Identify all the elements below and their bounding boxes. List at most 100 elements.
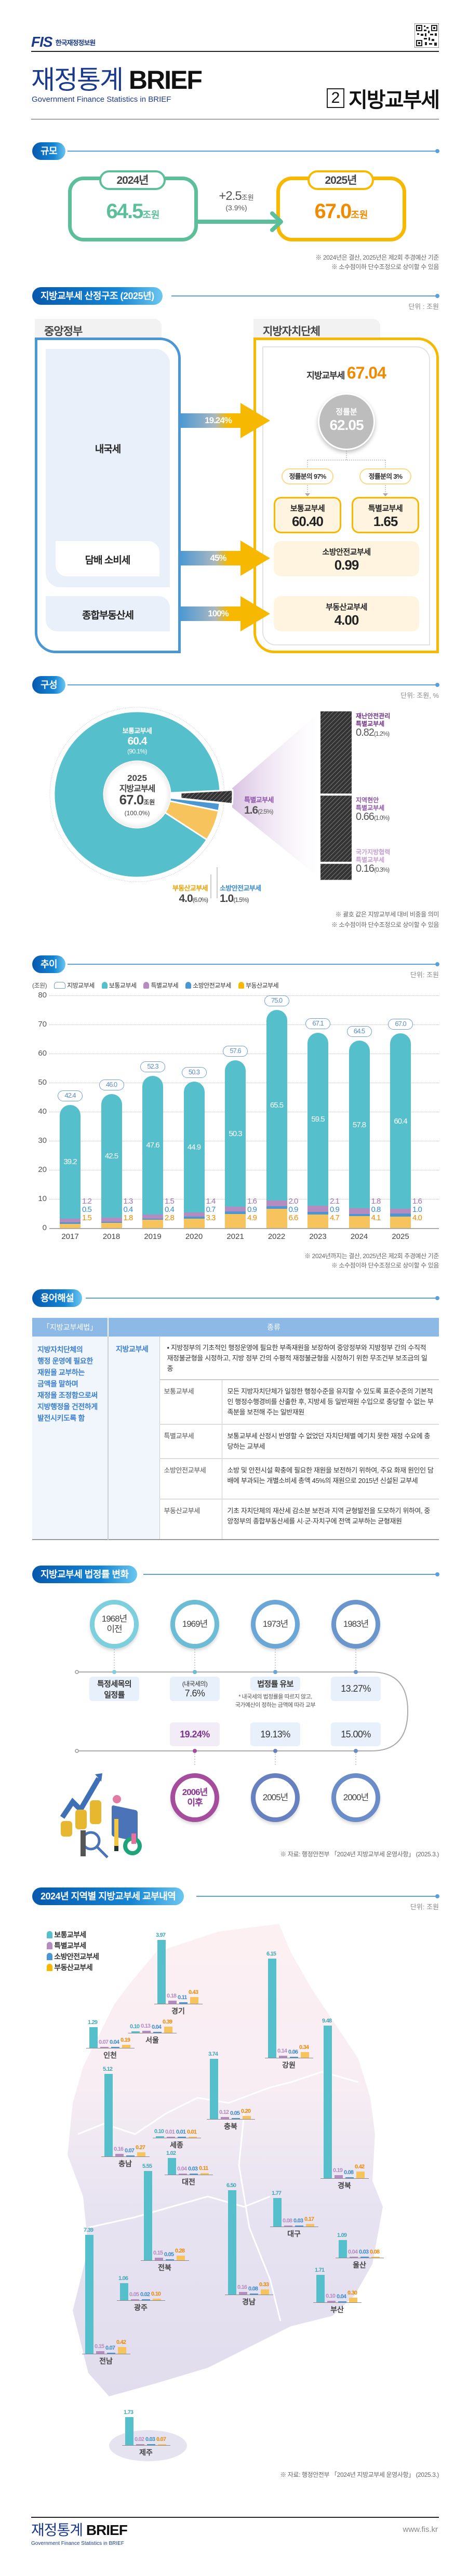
x-tick-label: 2024	[350, 1232, 368, 1241]
qr-code-icon[interactable]	[414, 23, 439, 48]
breakdown-bar	[320, 711, 352, 794]
region-bar-부동산교부세	[177, 2256, 185, 2260]
bar-segment-특별교부세	[142, 1214, 163, 1219]
y-tick-label: 0	[42, 1223, 47, 1232]
region-bar-보통교부세	[104, 2074, 113, 2156]
breakdown-label: 지역현안 특별교부세 0.66(1.0%)	[356, 797, 390, 823]
x-tick-label: 2025	[392, 1232, 409, 1241]
bar-value-label: 59.5	[311, 1115, 325, 1124]
brand-title: 재정통계 BRIEF	[31, 66, 203, 93]
finance-illustration-icon	[60, 1773, 142, 1858]
glossary-desc: 모든 지방자치단체가 일정한 행정수준을 유지할 수 있도록 표준수준의 기본적…	[227, 1387, 434, 1416]
regional-legend: 보통교부세 특별교부세 소방안전교부세 부동산교부세	[47, 1930, 99, 1973]
bar-segment-보통교부세	[266, 1010, 287, 1201]
bar-value-label: 1.6	[412, 1197, 422, 1206]
glossary-term: 특별교부세	[159, 1424, 222, 1459]
region-axis	[141, 2260, 189, 2261]
total-value-label: 67.0	[388, 1018, 413, 1030]
section-rule	[68, 962, 439, 966]
region-bar-소방안전교부세	[338, 2301, 346, 2302]
value: 4.00	[334, 612, 359, 628]
center-value: 67.0	[119, 792, 144, 807]
section-title-glossary: 용어해설	[32, 1289, 83, 1307]
y-tick-label: 50	[38, 1078, 47, 1087]
region-axis	[117, 2300, 165, 2301]
slice-label: 부동산교부세 4.0(6.0%)	[156, 883, 208, 905]
slice-label: 소방안전교부세 1.0(1.5%)	[220, 884, 261, 905]
region-bar-value: 0.34	[299, 2044, 309, 2051]
legend-swatch	[47, 1964, 52, 1971]
region-name: 전북	[158, 2263, 171, 2272]
timeline-year-2000: 2000년	[331, 1773, 380, 1822]
region-bar-value: 0.03	[293, 2218, 303, 2224]
section-title-trend: 추이	[32, 955, 66, 973]
value: 60.40	[291, 514, 324, 529]
tobacco-tax-label: 담배 소비세	[85, 555, 131, 566]
region-bar-value: 0.04	[177, 2166, 187, 2172]
region-bar-보통교부세	[168, 2158, 176, 2175]
footer-url[interactable]: www.fis.kr	[403, 2525, 438, 2534]
region-bar-보통교부세	[156, 2136, 164, 2138]
total-value: 67.04	[346, 363, 386, 382]
region-bar-value: 0.10	[154, 2128, 164, 2135]
glossary-term: 보통교부세	[159, 1380, 222, 1424]
legend-item-normal: 보통교부세	[47, 1930, 99, 1940]
trend-note-1: ※ 2024년까지는 결산, 2025년은 제2회 추경예산 기준	[304, 1252, 439, 1260]
change-unit: 조원	[241, 194, 254, 201]
section-title-timeline: 지방교부세 법정률 변화	[32, 1566, 137, 1583]
region-bar-value: 0.08	[248, 2285, 258, 2292]
bar-segment-소방안전교부세	[183, 1216, 205, 1219]
scale-arrow-icon	[194, 211, 283, 232]
tobacco-tax-box	[56, 541, 159, 576]
region-bar-value: 0.07	[105, 2344, 115, 2351]
region-bar-value: 0.04	[337, 2294, 346, 2300]
region-bar-특별교부세	[335, 2175, 343, 2178]
bar-segment-소방안전교부세	[390, 1213, 411, 1217]
region-bar-value: 0.20	[241, 2108, 251, 2114]
region-bar-value: 0.01	[176, 2129, 186, 2135]
region-bar-value: 0.05	[129, 2291, 139, 2298]
value: 0.99	[334, 557, 359, 573]
region-bar-부동산교부세	[371, 2256, 380, 2258]
legend-swatch	[238, 982, 244, 989]
region-bar-value: 0.03	[145, 2436, 155, 2443]
footer-subtitle: Government Finance Statistics in BRIEF	[31, 2541, 124, 2546]
pool-value: 62.05	[329, 417, 364, 433]
region-bar-value: 0.05	[230, 2110, 240, 2116]
center-unit: 조원	[143, 799, 155, 806]
fis-logo-mark: FIS	[31, 34, 53, 50]
region-bar-value: 0.08	[344, 2169, 354, 2176]
slice-pct: (90.1%)	[127, 748, 147, 755]
total-value-label: 50.3	[181, 1067, 207, 1078]
glossary-main-term: 지방교부세	[108, 1337, 160, 1540]
total-value-label: 64.5	[346, 1026, 372, 1037]
region-bar-특별교부세	[239, 2292, 247, 2295]
bar-value-label: 4.9	[247, 1213, 257, 1222]
x-tick-label: 2019	[144, 1232, 162, 1241]
legend-label: 특별교부세	[151, 982, 179, 989]
header-rule	[31, 51, 439, 52]
gridline	[49, 995, 439, 996]
breakdown-pct: (1.2%)	[373, 730, 390, 737]
timeline-year-2005: 2005년	[251, 1773, 300, 1822]
unit: 조원	[351, 210, 368, 220]
breakdown-bar	[320, 864, 352, 880]
total-label: 지방교부세	[306, 371, 345, 381]
region-bar-소방안전교부세	[179, 2002, 188, 2004]
flow-arrows	[179, 403, 270, 631]
region-bar-보통교부세	[324, 2026, 332, 2178]
region-bar-value: 0.05	[164, 2251, 174, 2258]
region-bar-소방안전교부세	[190, 2174, 198, 2175]
legend-swatch	[54, 982, 66, 989]
x-tick-label: 2018	[102, 1232, 121, 1241]
timeline-rate-2006: 19.24%	[170, 1722, 220, 1746]
local-gov-inner	[262, 346, 430, 645]
section-rule	[68, 683, 439, 687]
rate-prefix: (내국세의)	[182, 1680, 208, 1688]
label: 부동산교부세	[326, 603, 367, 612]
normal-grant-box: 보통교부세 60.40	[274, 497, 341, 533]
bar-segment-특별교부세	[225, 1206, 246, 1211]
region-bar-value: 0.42	[116, 2339, 126, 2345]
timeline-year-1968: 1968년 이전	[90, 1600, 139, 1649]
slice-pct: (2.5%)	[258, 808, 273, 815]
